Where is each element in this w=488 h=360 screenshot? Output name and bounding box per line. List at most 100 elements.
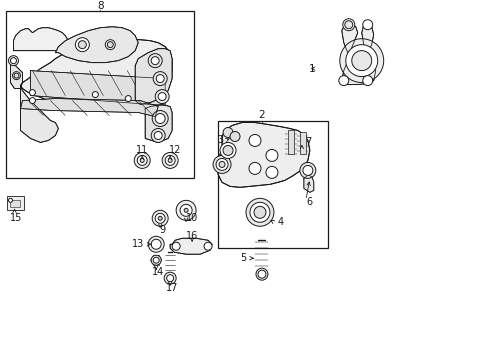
Text: 12: 12 [169, 145, 181, 156]
Circle shape [362, 76, 372, 86]
Circle shape [253, 206, 265, 218]
Text: 9: 9 [159, 225, 165, 235]
Circle shape [78, 41, 86, 49]
Circle shape [339, 39, 383, 82]
Circle shape [13, 72, 20, 80]
Circle shape [134, 152, 150, 168]
Polygon shape [135, 49, 172, 104]
Circle shape [155, 90, 169, 104]
Circle shape [164, 272, 176, 284]
Text: 2: 2 [258, 109, 264, 120]
Circle shape [148, 54, 162, 68]
Circle shape [151, 129, 165, 143]
Circle shape [153, 257, 159, 263]
Circle shape [229, 131, 240, 141]
Circle shape [344, 21, 352, 29]
Circle shape [245, 198, 273, 226]
Circle shape [10, 58, 17, 64]
Circle shape [14, 73, 19, 78]
Circle shape [265, 166, 277, 179]
Circle shape [180, 204, 192, 216]
Polygon shape [14, 28, 68, 51]
Text: 4: 4 [277, 217, 284, 227]
Circle shape [168, 158, 172, 162]
Polygon shape [55, 27, 138, 63]
Circle shape [248, 135, 261, 147]
Circle shape [29, 90, 35, 95]
Polygon shape [30, 71, 165, 105]
Circle shape [151, 255, 161, 265]
Circle shape [176, 201, 196, 220]
Circle shape [154, 131, 162, 139]
Polygon shape [20, 86, 58, 143]
Text: 17: 17 [165, 283, 178, 293]
Circle shape [152, 210, 168, 226]
Circle shape [156, 75, 164, 82]
Circle shape [203, 242, 212, 250]
Circle shape [213, 156, 230, 174]
Text: 1: 1 [308, 64, 315, 74]
Circle shape [29, 98, 35, 104]
Polygon shape [218, 122, 309, 187]
Circle shape [258, 270, 265, 278]
Text: 10: 10 [185, 213, 198, 223]
Bar [6, 11, 193, 179]
Circle shape [137, 156, 147, 165]
Circle shape [216, 158, 227, 170]
Circle shape [153, 72, 167, 86]
Circle shape [75, 38, 89, 51]
Circle shape [158, 216, 162, 220]
Text: 14: 14 [152, 267, 164, 277]
Polygon shape [341, 57, 375, 85]
Circle shape [255, 268, 267, 280]
Polygon shape [170, 238, 212, 254]
Circle shape [105, 40, 115, 50]
Circle shape [125, 95, 131, 102]
Circle shape [220, 143, 236, 158]
Circle shape [92, 91, 98, 98]
Polygon shape [20, 99, 158, 117]
Circle shape [345, 45, 377, 77]
Text: 8: 8 [97, 1, 103, 11]
Bar [299, 132, 305, 154]
Polygon shape [10, 63, 22, 89]
Circle shape [223, 145, 233, 156]
Circle shape [158, 93, 166, 100]
Circle shape [151, 239, 161, 249]
Circle shape [219, 161, 224, 167]
Circle shape [248, 162, 261, 174]
Text: 7: 7 [304, 138, 310, 148]
Circle shape [8, 56, 19, 66]
Circle shape [107, 42, 113, 48]
Circle shape [223, 127, 233, 138]
Circle shape [362, 20, 372, 30]
Bar [287, 130, 293, 154]
Circle shape [172, 242, 180, 250]
Text: 6: 6 [306, 197, 312, 207]
Circle shape [184, 208, 188, 212]
Circle shape [8, 198, 13, 202]
Circle shape [338, 76, 348, 86]
Circle shape [148, 236, 164, 252]
Text: 16: 16 [185, 231, 198, 241]
Circle shape [299, 162, 315, 179]
Circle shape [155, 213, 165, 223]
Circle shape [302, 165, 312, 175]
Bar [6, 196, 24, 210]
Polygon shape [361, 23, 373, 53]
Circle shape [342, 19, 354, 31]
Circle shape [152, 111, 168, 126]
Circle shape [265, 149, 277, 161]
Circle shape [165, 156, 175, 165]
Circle shape [166, 275, 173, 282]
Circle shape [351, 51, 371, 71]
Text: 15: 15 [10, 213, 22, 223]
Circle shape [151, 57, 159, 65]
Text: 13: 13 [132, 239, 144, 249]
Text: 3: 3 [217, 135, 223, 145]
Polygon shape [145, 104, 172, 143]
Circle shape [249, 202, 269, 222]
Circle shape [162, 152, 178, 168]
Circle shape [140, 158, 144, 162]
Bar [10, 200, 20, 207]
